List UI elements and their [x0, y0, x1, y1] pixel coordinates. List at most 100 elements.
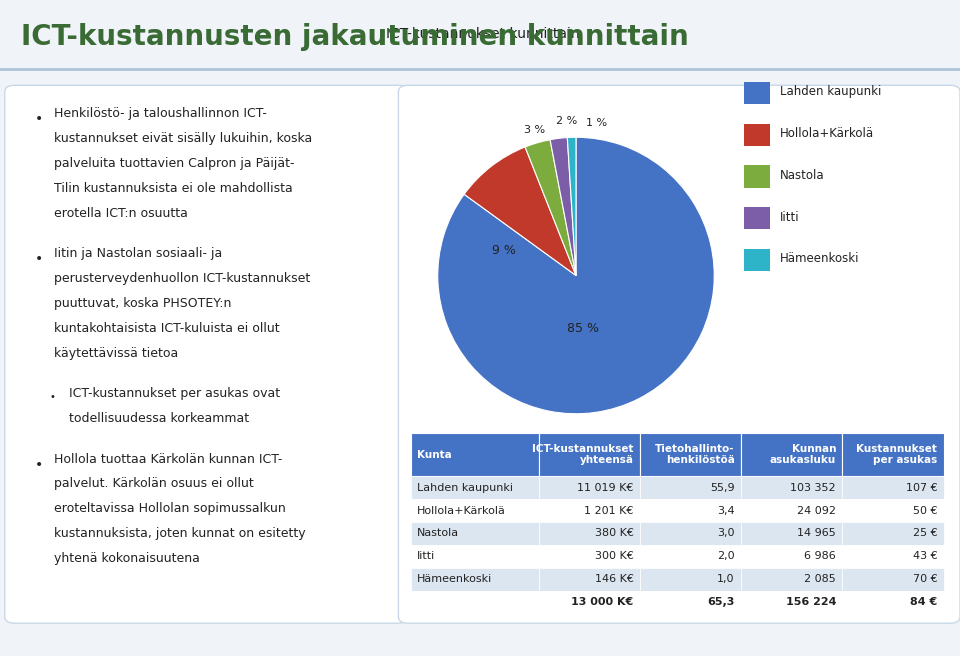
Text: 146 K€: 146 K€	[594, 574, 634, 584]
Text: palveluita tuottavien Calpron ja Päijät-: palveluita tuottavien Calpron ja Päijät-	[54, 157, 295, 170]
Text: 24 092: 24 092	[797, 506, 836, 516]
Bar	[640, 567, 741, 590]
Text: 1,0: 1,0	[717, 574, 734, 584]
Bar	[843, 567, 944, 590]
Text: ICT-kustannukset per asukas ovat: ICT-kustannukset per asukas ovat	[69, 387, 280, 400]
Bar	[539, 522, 640, 544]
Wedge shape	[567, 137, 576, 276]
Text: 11 019 K€: 11 019 K€	[577, 483, 634, 493]
Text: Iitin ja Nastolan sosiaali- ja: Iitin ja Nastolan sosiaali- ja	[54, 247, 222, 260]
Bar	[640, 476, 741, 499]
Text: 9 %: 9 %	[492, 244, 516, 257]
Wedge shape	[438, 137, 714, 414]
Text: 156 224: 156 224	[785, 597, 836, 607]
Text: palvelut. Kärkolän osuus ei ollut: palvelut. Kärkolän osuus ei ollut	[54, 478, 253, 491]
Text: Hollola+Kärkolä: Hollola+Kärkolä	[418, 506, 506, 516]
Text: puuttuvat, koska PHSOTEY:n: puuttuvat, koska PHSOTEY:n	[54, 297, 231, 310]
Text: yhtenä kokonaisuutena: yhtenä kokonaisuutena	[54, 552, 200, 565]
Bar	[843, 433, 944, 476]
Text: Nastola: Nastola	[780, 169, 825, 182]
Text: Iitti: Iitti	[780, 211, 800, 224]
Text: Kunta: Kunta	[418, 449, 452, 460]
Bar	[843, 544, 944, 567]
Text: 43 €: 43 €	[913, 551, 937, 562]
Text: 85 %: 85 %	[567, 321, 599, 335]
Bar	[539, 567, 640, 590]
Bar	[411, 433, 539, 476]
Text: 1 201 K€: 1 201 K€	[585, 506, 634, 516]
Text: Lahden kaupunki: Lahden kaupunki	[418, 483, 514, 493]
Text: 25 €: 25 €	[913, 528, 937, 539]
Bar	[843, 499, 944, 522]
Text: 103 352: 103 352	[790, 483, 836, 493]
Text: kustannukset eivät sisälly lukuihin, koska: kustannukset eivät sisälly lukuihin, kos…	[54, 133, 312, 145]
Text: 3 %: 3 %	[524, 125, 545, 135]
Wedge shape	[465, 147, 576, 276]
Text: eroteltavissa Hollolan sopimussalkun: eroteltavissa Hollolan sopimussalkun	[54, 502, 285, 515]
Text: 14 965: 14 965	[798, 528, 836, 539]
Bar	[411, 544, 539, 567]
Text: Tietohallinto-
henkilöstöä: Tietohallinto- henkilöstöä	[656, 444, 734, 465]
Bar	[741, 499, 843, 522]
Bar	[741, 522, 843, 544]
Text: •: •	[35, 253, 43, 266]
Bar	[744, 123, 770, 146]
Text: 6 986: 6 986	[804, 551, 836, 562]
Wedge shape	[550, 138, 576, 276]
Text: Hämeenkoski: Hämeenkoski	[780, 253, 860, 266]
Text: Kunnan
asukasluku: Kunnan asukasluku	[770, 444, 836, 465]
Bar	[411, 567, 539, 590]
Text: kuntakohtaisista ICT-kuluista ei ollut: kuntakohtaisista ICT-kuluista ei ollut	[54, 322, 279, 335]
Bar	[843, 590, 944, 613]
Text: 65,3: 65,3	[708, 597, 734, 607]
Text: Nastola: Nastola	[418, 528, 460, 539]
Text: Kustannukset
per asukas: Kustannukset per asukas	[856, 444, 937, 465]
Bar	[640, 590, 741, 613]
Text: 3,0: 3,0	[717, 528, 734, 539]
Bar	[539, 433, 640, 476]
Text: ICT-kustannusten jakautuminen kunnittain: ICT-kustannusten jakautuminen kunnittain	[21, 23, 689, 51]
Bar	[843, 522, 944, 544]
Text: 2 085: 2 085	[804, 574, 836, 584]
Text: erotella ICT:n osuutta: erotella ICT:n osuutta	[54, 207, 187, 220]
Text: kustannuksista, joten kunnat on esitetty: kustannuksista, joten kunnat on esitetty	[54, 527, 305, 540]
Text: Iitti: Iitti	[418, 551, 436, 562]
Bar	[539, 476, 640, 499]
Text: 70 €: 70 €	[913, 574, 937, 584]
Text: Hollola tuottaa Kärkolän kunnan ICT-: Hollola tuottaa Kärkolän kunnan ICT-	[54, 453, 282, 466]
Text: 84 €: 84 €	[910, 597, 937, 607]
Text: 55,9: 55,9	[710, 483, 734, 493]
Bar	[539, 499, 640, 522]
Text: Lahden kaupunki: Lahden kaupunki	[780, 85, 881, 98]
Text: 2 %: 2 %	[556, 115, 577, 126]
Text: todellisuudessa korkeammat: todellisuudessa korkeammat	[69, 412, 250, 425]
Bar	[411, 499, 539, 522]
Bar	[744, 82, 770, 104]
Bar	[744, 165, 770, 188]
Text: perusterveydenhuollon ICT-kustannukset: perusterveydenhuollon ICT-kustannukset	[54, 272, 310, 285]
Text: 2,0: 2,0	[717, 551, 734, 562]
Bar	[843, 476, 944, 499]
Bar	[411, 522, 539, 544]
Bar	[539, 544, 640, 567]
Bar	[741, 544, 843, 567]
Text: •: •	[35, 457, 43, 472]
Text: 50 €: 50 €	[913, 506, 937, 516]
Text: Hollola+Kärkolä: Hollola+Kärkolä	[780, 127, 875, 140]
Text: ICT-kustannukset
yhteensä: ICT-kustannukset yhteensä	[532, 444, 634, 465]
Wedge shape	[525, 140, 576, 276]
Bar	[640, 499, 741, 522]
Text: •: •	[50, 392, 56, 402]
Bar	[744, 249, 770, 271]
Text: 13 000 K€: 13 000 K€	[571, 597, 634, 607]
Bar	[640, 544, 741, 567]
Text: 107 €: 107 €	[905, 483, 937, 493]
Text: 380 K€: 380 K€	[594, 528, 634, 539]
Bar	[640, 522, 741, 544]
Text: käytettävissä tietoa: käytettävissä tietoa	[54, 347, 178, 359]
Text: 3,4: 3,4	[717, 506, 734, 516]
Bar	[741, 433, 843, 476]
Text: 300 K€: 300 K€	[595, 551, 634, 562]
Bar	[741, 476, 843, 499]
Text: Tilin kustannuksista ei ole mahdollista: Tilin kustannuksista ei ole mahdollista	[54, 182, 293, 195]
